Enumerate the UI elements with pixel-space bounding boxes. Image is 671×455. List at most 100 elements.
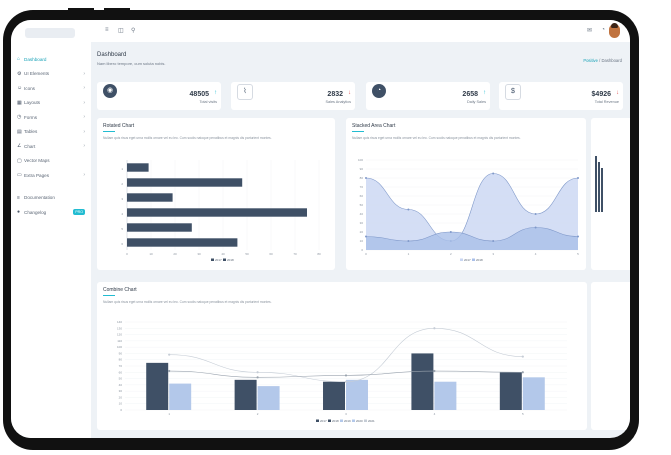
stat-value: 48505 (189, 91, 209, 98)
sidebar-item-changelog[interactable]: ● Changelog PRO (11, 205, 91, 220)
panel-title: Combine Chart (103, 287, 137, 293)
chevron-right-icon: › (83, 128, 85, 135)
x-tick-label: 80 (317, 252, 321, 256)
sidebar-item-tables[interactable]: ▤ Tables › (11, 125, 91, 140)
bell-icon[interactable]: ◔ (601, 27, 605, 33)
sidebar-item-icons[interactable]: ☺ Icons › (11, 81, 91, 96)
y-tick-label: 60 (360, 194, 364, 198)
y-tick-label: 2 (121, 182, 123, 186)
eye-icon: ◉ (103, 84, 117, 98)
y-tick-label: 110 (117, 339, 122, 343)
x-tick-label: 4 (535, 252, 537, 256)
stacked-area-panel: Stacked Area Chart Nullam quis risus ege… (346, 118, 586, 270)
stat-card: ⌇ 2832 ↓ Sales Analytics (231, 82, 355, 110)
sidebar-item-ui-elements[interactable]: ⚙ UI Elements › (11, 67, 91, 82)
device-screen: ⌂ Dashboard ⚙ UI Elements › ☺ Icons › ▦ Layouts › ◷… (11, 20, 630, 438)
chevron-right-icon: › (83, 172, 85, 179)
y-tick-label: 10 (360, 239, 364, 243)
sidebar-item-vector-maps[interactable]: ▢ Vector Maps (11, 154, 91, 169)
y-tick-label: 1 (121, 167, 123, 171)
y-tick-label: 140 (117, 320, 122, 324)
sidebar-item-label: Layouts (24, 100, 41, 106)
search-icon[interactable]: ⚲ (131, 28, 136, 34)
data-point (433, 327, 436, 330)
legend-swatch (364, 419, 367, 422)
y-tick-label: 4 (121, 212, 123, 216)
brand-logo (25, 28, 75, 38)
menu-icon[interactable]: ≡ (105, 27, 109, 33)
y-tick-label: 40 (360, 212, 364, 216)
data-point (534, 213, 537, 215)
bar (434, 381, 457, 410)
y-tick-label: 6 (121, 242, 123, 246)
trend-arrow-icon: ↓ (348, 90, 351, 96)
sidebar-item-label: Vector Maps (24, 158, 50, 164)
page-header: Dashboard Nam libero tempore, cum soluta… (97, 52, 622, 72)
y-tick-label: 70 (360, 185, 364, 189)
sidebar-item-label: Documentation (24, 195, 55, 201)
area-series-line (365, 173, 579, 242)
window-icon[interactable]: ◫ (118, 28, 124, 34)
stat-card: ◉ 48505 ↑ Total visits (97, 82, 221, 110)
sidebar-item-label: Tables (24, 129, 38, 135)
stat-label: Daily Sales (467, 100, 486, 104)
sidebar-item-dashboard[interactable]: ⌂ Dashboard (11, 52, 91, 67)
data-point (521, 371, 524, 374)
sidebar-item-documentation[interactable]: ≡ Documentation (11, 191, 91, 206)
data-point (492, 240, 495, 242)
chevron-right-icon: › (83, 99, 85, 106)
bar (127, 238, 238, 247)
data-point (521, 355, 524, 358)
y-tick-label: 30 (119, 389, 123, 393)
breadcrumb-separator: / (599, 58, 601, 63)
trend-arrow-icon: ↑ (483, 90, 486, 96)
chevron-right-icon: › (83, 85, 85, 92)
data-point (365, 235, 367, 238)
stat-card: ◔ 2658 ↑ Daily Sales (366, 82, 490, 110)
pie-icon: ◔ (372, 84, 386, 98)
y-tick-label: 20 (119, 395, 123, 399)
data-point (433, 369, 436, 373)
y-tick-label: 40 (119, 383, 123, 387)
topbar: ≡ ◫ ⚲ ✉ ◔ (91, 20, 630, 42)
data-point (407, 208, 410, 211)
combine-chart-panel: Combine Chart Nullam quis risus eget urn… (97, 282, 587, 430)
breadcrumb-link[interactable]: Positive (583, 58, 598, 63)
legend-swatch (316, 419, 319, 422)
doc-icon: ≡ (17, 194, 20, 201)
sidebar-item-extra-pages[interactable]: ▭ Extra Pages › (11, 168, 91, 183)
y-tick-label: 80 (119, 358, 123, 362)
y-tick-label: 60 (119, 370, 123, 374)
device-button (104, 8, 130, 11)
trend-arrow-icon: ↑ (214, 90, 217, 96)
chevron-right-icon: › (83, 114, 85, 121)
sidebar-item-chart[interactable]: ∠ Chart › (11, 139, 91, 154)
sidebar-item-layouts[interactable]: ▦ Layouts › (11, 96, 91, 111)
sidebar-item-label: Chart (24, 143, 36, 149)
title-underline (103, 295, 115, 297)
sidebar-item-forms[interactable]: ◷ Forms › (11, 110, 91, 125)
breadcrumb-current: Dashboard (601, 58, 623, 63)
y-tick-label: 80 (360, 176, 364, 180)
legend-label: 2017 (464, 258, 471, 262)
partial-bar (601, 168, 603, 212)
sidebar-item-label: Extra Pages (24, 172, 50, 178)
rotated-chart-panel: Rotated Chart Nullam quis risus eget urn… (97, 118, 335, 270)
mail-icon[interactable]: ✉ (586, 28, 592, 34)
y-tick-label: 120 (117, 333, 122, 337)
panel-title: Stacked Area Chart (352, 123, 396, 129)
panel-description: Nullam quis risus eget urna mollis ornar… (103, 300, 272, 304)
x-tick-label: 10 (149, 252, 153, 256)
device-button (68, 8, 94, 11)
x-tick-label: 20 (173, 252, 177, 256)
x-tick-label: 4 (434, 412, 436, 416)
avatar[interactable] (609, 23, 620, 38)
y-tick-label: 90 (360, 167, 364, 171)
stat-label: Sales Analytics (325, 100, 351, 104)
y-tick-label: 50 (360, 203, 364, 207)
legend-swatch (472, 258, 475, 261)
data-point (365, 177, 367, 179)
data-point (407, 240, 410, 242)
bar (499, 372, 522, 410)
partial-chart-panel (591, 118, 630, 270)
